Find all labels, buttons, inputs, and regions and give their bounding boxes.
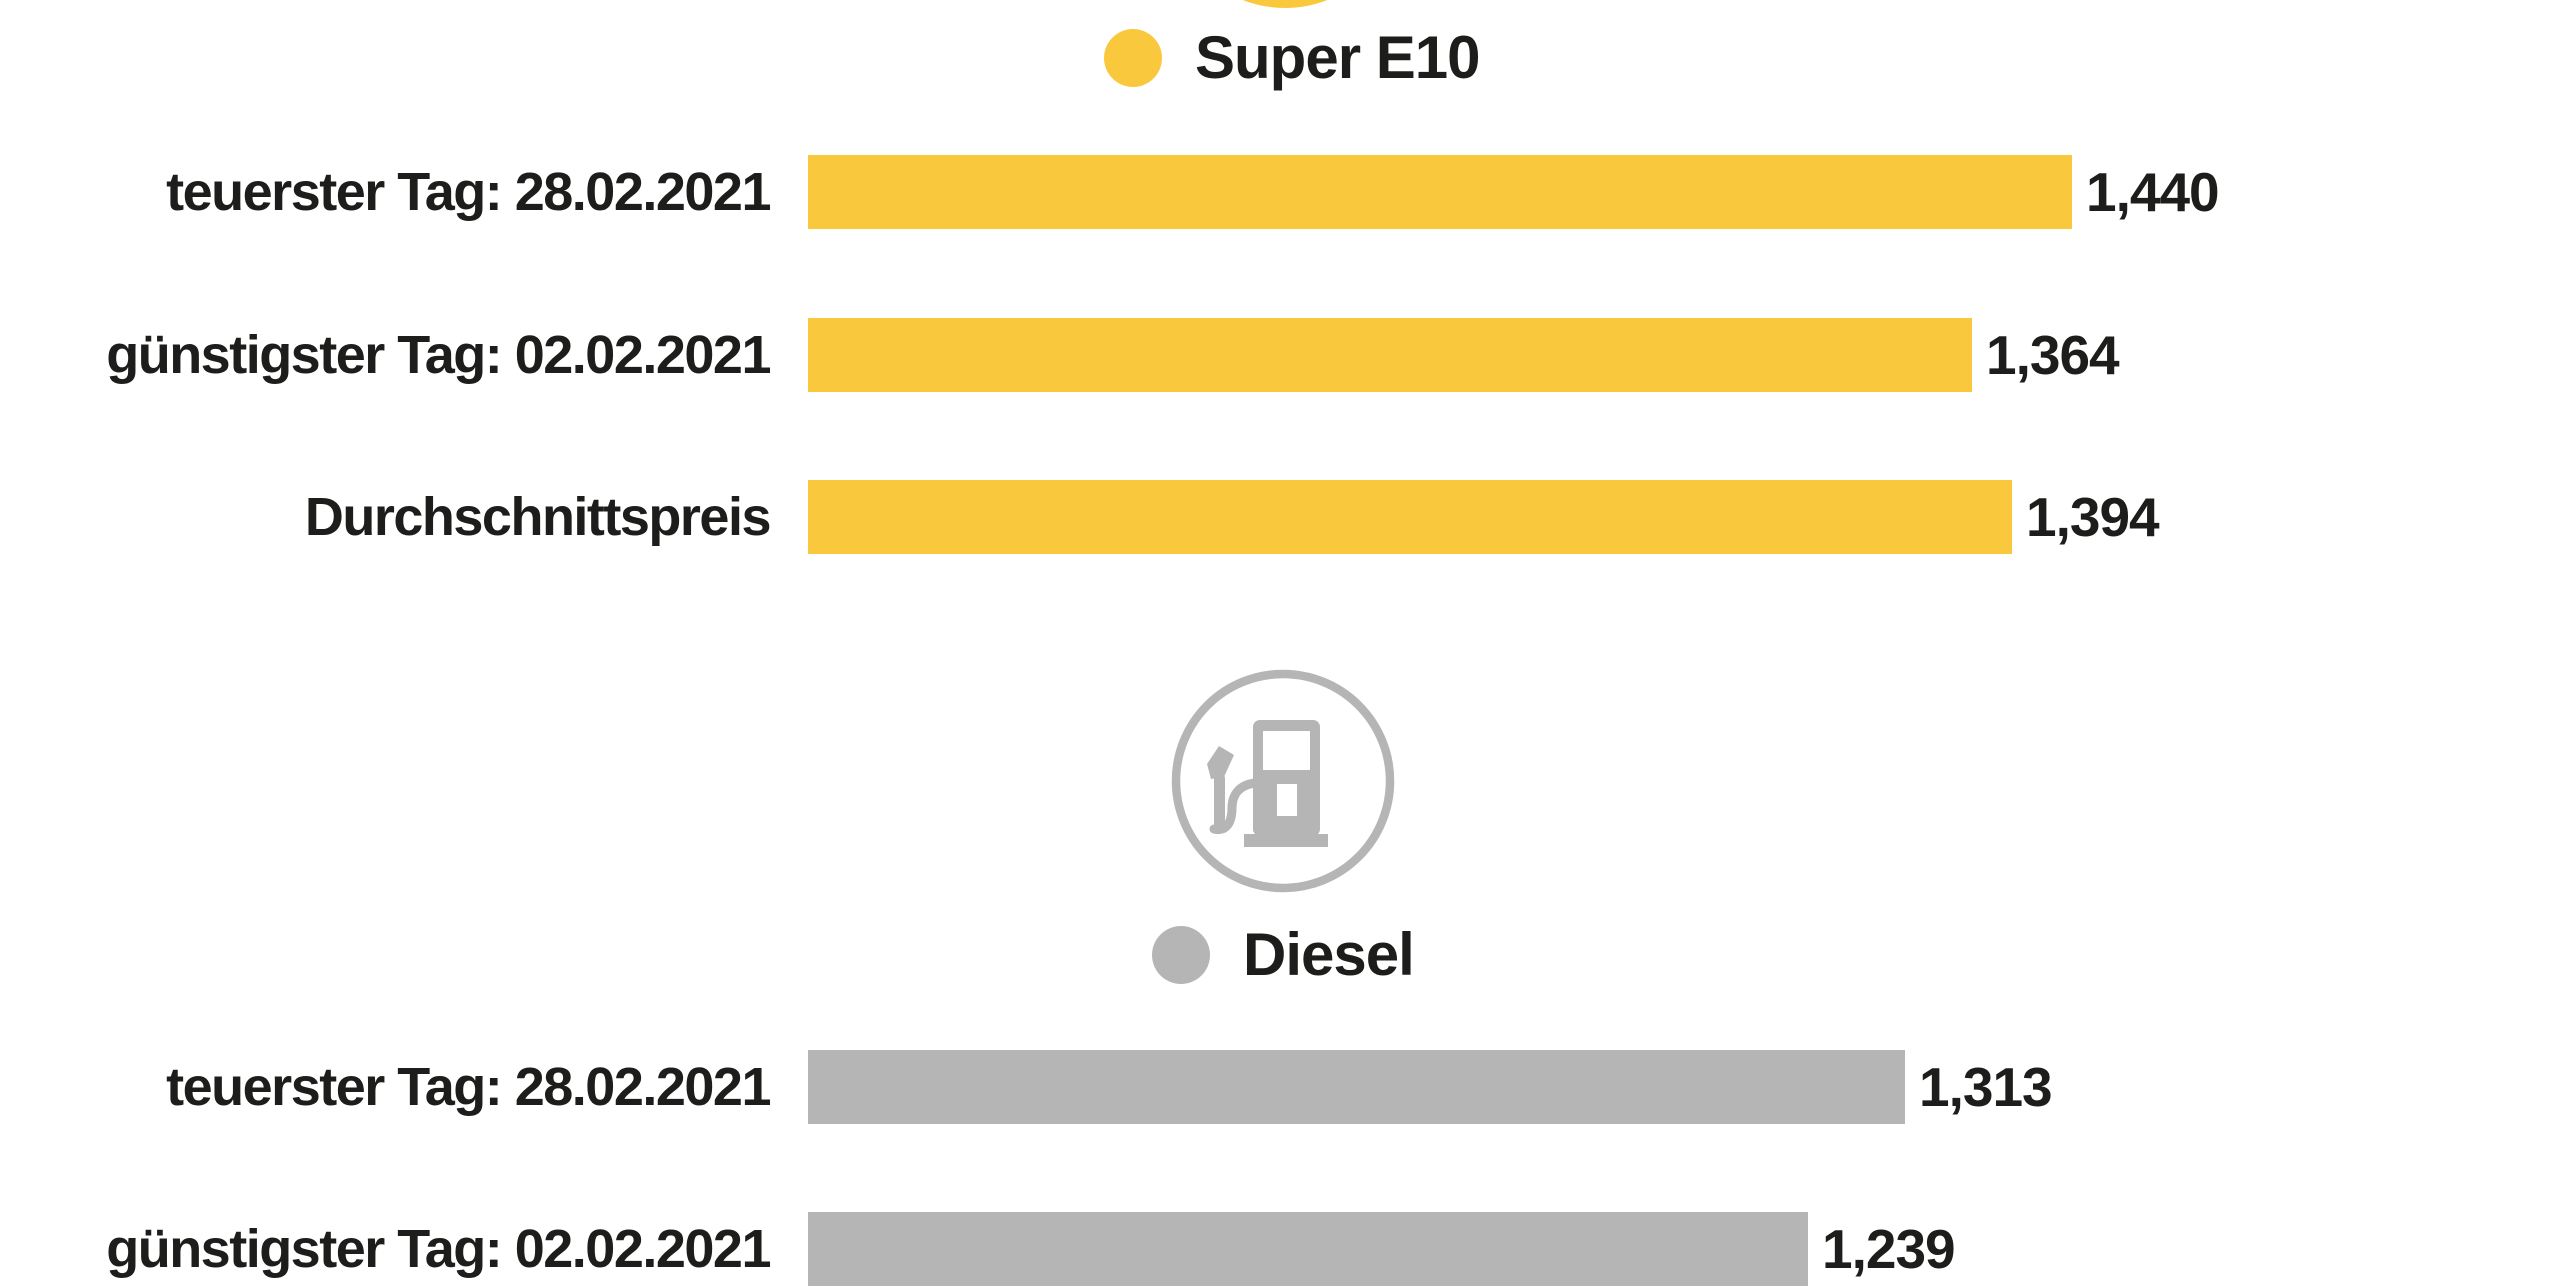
bar-diesel-max xyxy=(808,1050,1905,1124)
bar-value-label: 1,364 xyxy=(1986,324,2120,386)
bar-row: Durchschnittspreis 1,394 xyxy=(0,480,2560,554)
bar-value-label: 1,313 xyxy=(1919,1056,2053,1118)
bar-row: teuerster Tag: 28.02.2021 1,313 xyxy=(0,1050,2560,1124)
legend-diesel: Diesel xyxy=(1152,921,1415,988)
bar-super-e10-min xyxy=(808,318,1972,392)
fuel-pump-icon xyxy=(1169,0,1401,8)
bar-row-label: günstigster Tag: 02.02.2021 xyxy=(106,1219,771,1279)
legend-dot-icon xyxy=(1152,926,1210,984)
bar-super-e10-avg xyxy=(808,480,2012,554)
bar-super-e10-max xyxy=(808,155,2072,229)
bar-diesel-min xyxy=(808,1212,1808,1286)
bar-value-label: 1,394 xyxy=(2026,486,2160,548)
bar-value-label: 1,440 xyxy=(2086,161,2220,223)
legend-label: Diesel xyxy=(1243,921,1415,988)
bar-row: teuerster Tag: 28.02.2021 1,440 xyxy=(0,155,2560,229)
bar-row: günstigster Tag: 02.02.2021 1,364 xyxy=(0,318,2560,392)
bar-row: günstigster Tag: 02.02.2021 1,239 xyxy=(0,1212,2560,1286)
legend-dot-icon xyxy=(1104,29,1162,87)
bar-row-label: teuerster Tag: 28.02.2021 xyxy=(166,1057,771,1117)
bar-row-label: günstigster Tag: 02.02.2021 xyxy=(106,325,771,385)
legend-super-e10: Super E10 xyxy=(1104,24,1480,91)
bar-row-label: teuerster Tag: 28.02.2021 xyxy=(166,162,771,222)
bar-row-label: Durchschnittspreis xyxy=(304,487,772,547)
fuel-pump-icon xyxy=(1167,665,1399,897)
bar-value-label: 1,239 xyxy=(1822,1218,1956,1280)
legend-label: Super E10 xyxy=(1195,24,1480,91)
